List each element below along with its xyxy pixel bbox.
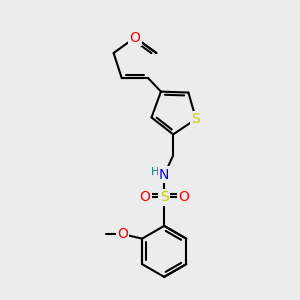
Text: O: O — [139, 190, 150, 204]
Text: S: S — [160, 190, 169, 204]
Text: H: H — [150, 167, 159, 177]
Text: N: N — [159, 168, 169, 182]
Text: O: O — [130, 31, 140, 44]
Text: O: O — [178, 190, 189, 204]
Text: O: O — [117, 227, 128, 241]
Text: S: S — [192, 112, 200, 126]
